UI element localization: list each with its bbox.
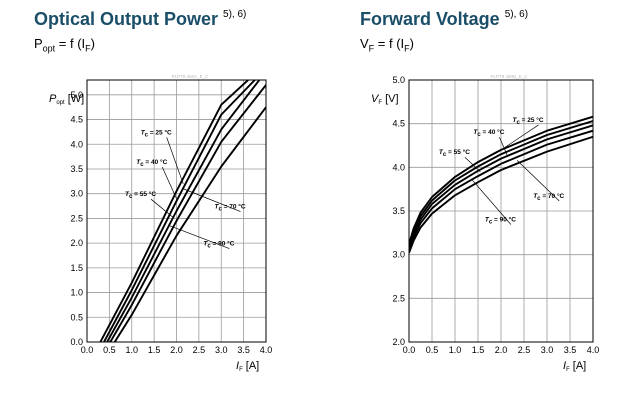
series-line-tc-55 xyxy=(409,124,593,248)
x-tick-label: 3.0 xyxy=(215,345,228,355)
x-tick-label: 1.0 xyxy=(449,345,462,355)
x-tick-label: 2.5 xyxy=(518,345,531,355)
curve-label-leader xyxy=(499,137,509,157)
curve-label-tc-70: Tc = 70 °C xyxy=(533,192,564,202)
series-line-tc-90 xyxy=(409,135,593,254)
x-tick-label: 1.5 xyxy=(472,345,485,355)
title-footnote: 5), 6) xyxy=(223,9,247,20)
series-line-tc-40 xyxy=(103,80,256,342)
x-tick-label: 3.0 xyxy=(541,345,554,355)
y-tick-label: 0.5 xyxy=(70,312,83,322)
figure-code: PLPT9 450A_E_C xyxy=(172,74,210,79)
curve-label-tc-40: Tc = 40 °C xyxy=(473,128,504,138)
y-tick-label: 4.0 xyxy=(70,139,83,149)
forward-voltage-chart: PLPT9 450D_E_C 0.0 0.5 1.0 1.5 2.0 2.5 3.0 3.5 4.… xyxy=(371,74,600,373)
curve-label-leader xyxy=(150,198,175,219)
y-tick-label: 3.5 xyxy=(70,164,83,174)
series-group xyxy=(409,115,593,254)
figure-code: PLPT9 450D_E_C xyxy=(490,74,528,79)
series-group xyxy=(99,80,266,342)
y-tick-label: 3.5 xyxy=(392,206,405,216)
y-tick-label: 4.5 xyxy=(392,119,405,129)
chart-formula: VF = f (IF) xyxy=(360,36,414,54)
curve-label-tc-40: Tc = 40 °C xyxy=(136,158,167,168)
title-footnote: 5), 6) xyxy=(504,9,529,20)
plot-frame xyxy=(86,79,267,343)
y-tick-label: 2.5 xyxy=(392,293,405,303)
x-tick-label: 0.0 xyxy=(403,345,416,355)
x-tick-label: 0.5 xyxy=(103,345,116,355)
curve-label-tc-90: Tc = 90 °C xyxy=(203,240,234,250)
x-tick-label: 3.5 xyxy=(564,345,577,355)
curve-label-tc-25: Tc = 25 °C xyxy=(513,116,544,126)
optical-output-power-panel: Optical Output Power 5), 6) Popt = f (IF)… xyxy=(34,9,273,373)
curve-label-leader xyxy=(470,178,512,225)
y-tick-label: 1.5 xyxy=(70,263,83,273)
chart-formula: Popt = f (IF) xyxy=(34,36,96,54)
curve-label-leader xyxy=(161,166,177,199)
y-axis-label: Popt [W] xyxy=(49,93,84,106)
x-tick-label: 2.0 xyxy=(495,345,508,355)
y-tick-label: 0.0 xyxy=(70,337,83,347)
y-tick-label: 1.0 xyxy=(70,288,83,298)
curve-label-leader xyxy=(166,137,184,184)
x-tick-label: 4.0 xyxy=(587,345,600,355)
y-axis-label: VF [V] xyxy=(371,93,399,106)
curve-label-tc-90: Tc = 90 °C xyxy=(485,215,516,225)
chart-title: Optical Output Power 5), 6) xyxy=(34,9,247,29)
y-tick-label: 4.5 xyxy=(70,115,83,125)
x-tick-label: 0.5 xyxy=(426,345,439,355)
y-tick-label: 5.0 xyxy=(392,75,405,85)
x-axis-label: IF [A] xyxy=(236,360,259,373)
curve-label-leader xyxy=(498,124,539,152)
x-tick-label: 3.5 xyxy=(237,345,250,355)
y-tick-label: 2.0 xyxy=(70,238,83,248)
y-tick-label: 3.0 xyxy=(392,250,405,260)
curve-label-leader xyxy=(169,225,230,249)
y-tick-label: 3.0 xyxy=(70,189,83,199)
series-line-tc-40 xyxy=(409,120,593,247)
curve-label-leader xyxy=(464,156,481,172)
y-tick-label: 2.5 xyxy=(70,213,83,223)
x-tick-label: 2.0 xyxy=(170,345,183,355)
x-tick-label: 2.5 xyxy=(193,345,206,355)
plot-frame xyxy=(408,79,594,343)
series-line-tc-90 xyxy=(113,106,266,342)
curve-label-leader xyxy=(183,188,241,212)
y-tick-label: 5.0 xyxy=(70,90,83,100)
curve-label-tc-25: Tc = 25 °C xyxy=(141,128,172,138)
series-line-tc-70 xyxy=(109,84,266,342)
x-tick-label: 0.0 xyxy=(81,345,94,355)
series-line-tc-55 xyxy=(106,80,261,342)
y-tick-label: 2.0 xyxy=(392,337,405,347)
series-line-tc-25 xyxy=(99,80,249,342)
curve-label-leader xyxy=(516,160,560,202)
forward-voltage-panel: Forward Voltage 5), 6) VF = f (IF) PLPT9 … xyxy=(320,0,640,402)
curve-label-tc-70: Tc = 70 °C xyxy=(215,203,246,213)
chart-title: Forward Voltage 5), 6) xyxy=(360,9,529,29)
curve-label-tc-55: Tc = 55 °C xyxy=(439,148,470,158)
x-tick-label: 4.0 xyxy=(260,345,273,355)
x-tick-label: 1.0 xyxy=(125,345,138,355)
optical-output-power-chart: PLPT9 450A_E_C 0.0 0.5 1.0 1.5 2.0 2.5 3.0 3.5 4.… xyxy=(49,74,273,373)
x-axis-label: IF [A] xyxy=(563,360,586,373)
series-line-tc-70 xyxy=(409,129,593,251)
x-tick-label: 1.5 xyxy=(148,345,161,355)
series-line-tc-25 xyxy=(409,115,593,245)
y-tick-label: 4.0 xyxy=(392,162,405,172)
curve-label-tc-55: Tc = 55 °C xyxy=(125,190,156,200)
